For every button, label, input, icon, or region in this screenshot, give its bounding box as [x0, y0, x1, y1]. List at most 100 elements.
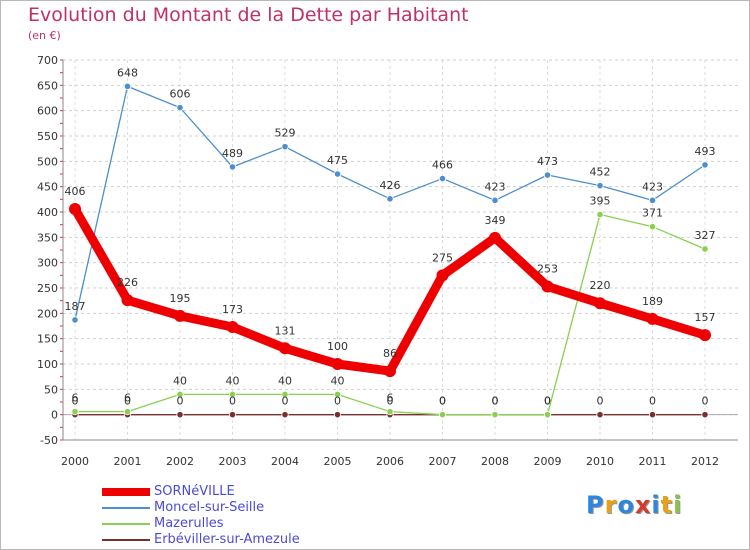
data-label: 493	[695, 145, 716, 158]
chart-subtitle: (en €)	[28, 29, 61, 42]
data-label: 349	[485, 214, 506, 227]
data-point	[438, 174, 447, 183]
data-label: 423	[642, 180, 663, 193]
data-point	[541, 280, 554, 293]
data-point	[386, 195, 394, 203]
data-point	[176, 411, 184, 419]
data-point	[384, 365, 396, 378]
data-label: 40	[331, 374, 345, 387]
data-label: 473	[537, 155, 558, 168]
data-label: 6	[124, 392, 131, 405]
legend-label-sorneville: SORNéVILLE	[154, 484, 235, 499]
data-label: 0	[439, 395, 446, 408]
y-tick-label: 450	[37, 181, 58, 194]
data-label: 6	[72, 392, 79, 405]
y-tick-label: 0	[51, 409, 58, 422]
data-label: 220	[590, 279, 611, 292]
data-label: 606	[170, 88, 191, 101]
data-label: 0	[387, 395, 394, 408]
logo-letter: r	[604, 491, 618, 519]
data-point	[228, 411, 237, 419]
chart-title: Evolution du Montant de la Dette par Hab…	[28, 4, 469, 26]
data-point	[596, 182, 604, 190]
data-point	[648, 411, 657, 419]
data-label: 371	[642, 207, 663, 220]
data-point	[174, 309, 186, 322]
x-tick-label: 2009	[534, 455, 562, 468]
logo-letter: P	[586, 491, 605, 519]
data-point	[648, 196, 657, 204]
data-point	[331, 358, 344, 370]
data-point	[699, 329, 711, 342]
data-point	[176, 390, 184, 398]
x-tick-label: 2010	[586, 455, 614, 468]
data-point	[436, 269, 449, 282]
data-label: 0	[492, 395, 499, 408]
data-label: 0	[124, 395, 131, 408]
data-label: 0	[492, 395, 499, 408]
data-label: 475	[327, 154, 348, 167]
data-point	[438, 411, 447, 419]
x-tick-label: 2008	[481, 455, 509, 468]
data-label: 406	[65, 185, 86, 198]
data-point	[281, 143, 289, 151]
data-point	[594, 297, 606, 310]
y-tick-label: -50	[40, 434, 58, 447]
data-label: 187	[65, 300, 86, 313]
data-label: 0	[649, 395, 656, 408]
legend-label-moncel: Moncel-sur-Seille	[154, 500, 265, 515]
data-label: 0	[282, 395, 289, 408]
legend-swatch-erbeviller	[102, 539, 150, 541]
data-label: 0	[597, 395, 604, 408]
logo-letter: t	[660, 491, 674, 519]
data-point	[123, 408, 132, 416]
data-point	[646, 312, 659, 325]
data-point	[281, 390, 289, 398]
data-point	[543, 411, 552, 419]
x-tick-label: 2005	[324, 455, 352, 468]
legend-label-mazerulles: Mazerulles	[154, 516, 224, 531]
data-label: 395	[590, 195, 611, 208]
series-layer	[69, 82, 711, 419]
data-point	[701, 411, 709, 419]
logo-letter: i	[673, 491, 683, 519]
data-point	[386, 408, 394, 416]
x-tick-label: 2004	[271, 455, 299, 468]
y-tick-label: 500	[37, 155, 58, 168]
data-point	[228, 390, 237, 398]
data-label: 100	[327, 340, 348, 353]
data-label: 452	[590, 166, 611, 179]
axis-layer: -500501001502002503003504004505005506006…	[37, 54, 738, 468]
data-label: 426	[380, 179, 401, 192]
x-tick-label: 2000	[61, 455, 89, 468]
logo-letter: o	[617, 491, 635, 519]
x-tick-label: 2006	[376, 455, 404, 468]
data-label: 275	[432, 251, 453, 264]
x-tick-label: 2001	[114, 455, 142, 468]
y-tick-label: 100	[37, 358, 58, 371]
y-tick-label: 50	[44, 383, 58, 396]
data-point	[543, 171, 552, 179]
data-label: 489	[222, 147, 243, 160]
data-label: 0	[544, 395, 551, 408]
data-label: 466	[432, 159, 453, 172]
y-tick-label: 650	[37, 79, 58, 92]
data-point	[228, 163, 237, 171]
data-label: 648	[117, 66, 138, 79]
data-point	[333, 411, 342, 419]
legend-swatch-moncel	[102, 507, 150, 509]
data-label: 40	[278, 374, 292, 387]
x-tick-label: 2002	[166, 455, 194, 468]
x-tick-label: 2003	[219, 455, 247, 468]
data-point	[69, 202, 81, 215]
y-tick-label: 700	[37, 54, 58, 67]
data-point	[226, 321, 239, 334]
legend-swatch-mazerulles	[102, 523, 150, 525]
data-point	[176, 104, 184, 112]
data-label: 0	[334, 395, 341, 408]
data-label: 189	[642, 295, 663, 308]
data-label: 0	[229, 395, 236, 408]
data-point	[123, 82, 132, 90]
